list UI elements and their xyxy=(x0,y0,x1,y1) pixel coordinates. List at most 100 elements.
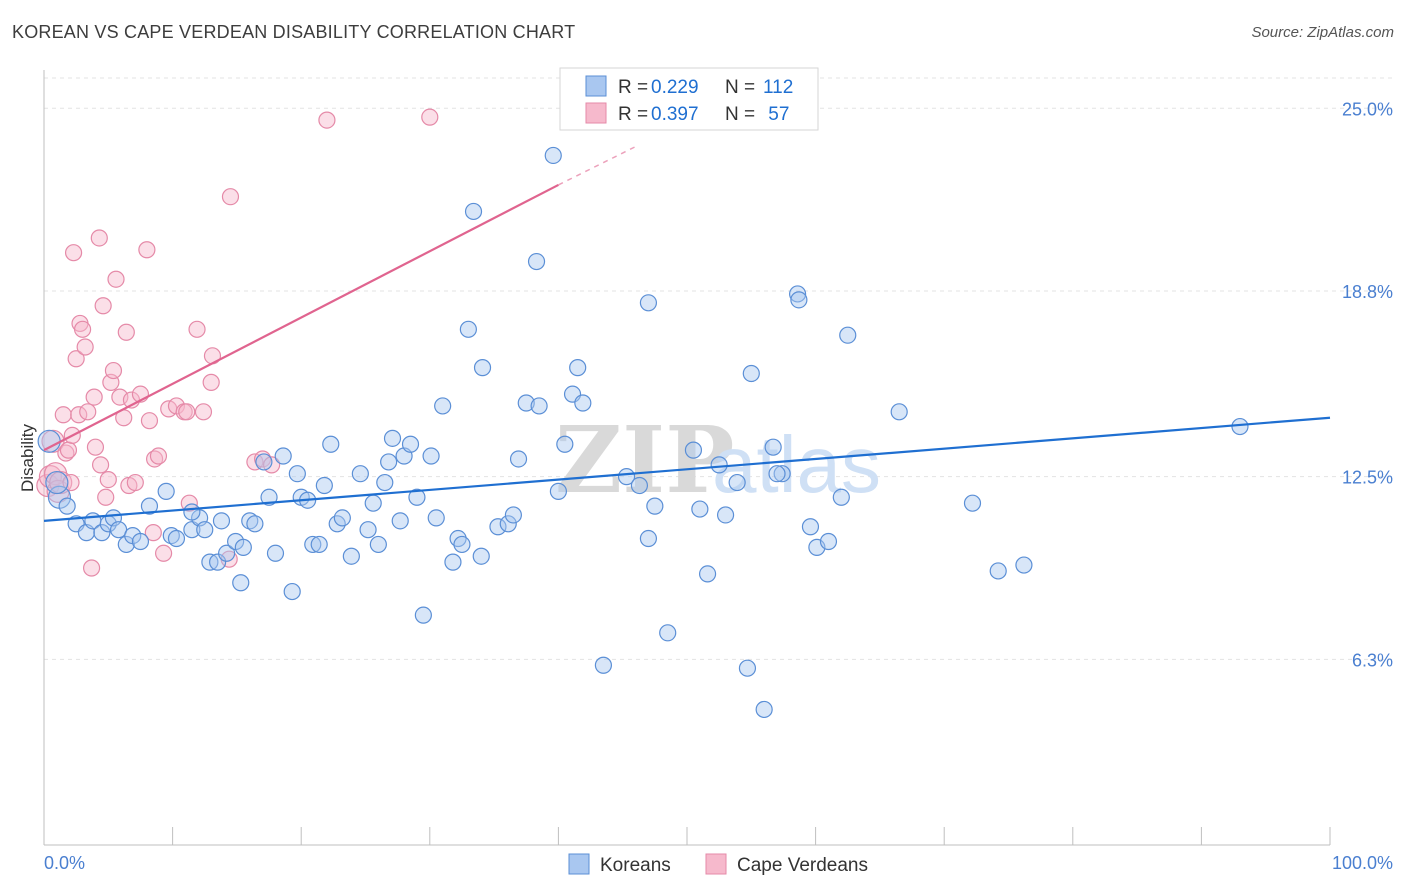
korean-point xyxy=(246,515,264,533)
stat-legend-n-label-cape-verdeans: N = xyxy=(725,104,755,125)
korean-point xyxy=(315,476,333,495)
korean-point xyxy=(530,397,548,415)
cape-verdean-point xyxy=(126,473,144,492)
legend-swatch-cape-verdeans xyxy=(705,853,727,875)
korean-point xyxy=(333,509,351,527)
korean-point xyxy=(742,364,760,383)
korean-points xyxy=(37,146,1249,719)
legend-label-cape-verdeans: Cape Verdeans xyxy=(737,855,868,876)
korean-point xyxy=(963,494,982,512)
korean-point xyxy=(140,497,159,515)
korean-point xyxy=(162,526,180,545)
korean-point xyxy=(376,473,394,492)
korean-point xyxy=(369,535,387,554)
stat-legend-swatch-koreans xyxy=(585,75,607,97)
korean-point xyxy=(427,509,445,527)
stat-legend-r-label-cape-verdeans: R = xyxy=(618,104,648,125)
korean-point xyxy=(890,403,908,421)
stat-legend-n-value-koreans: 112 xyxy=(763,77,793,98)
korean-point xyxy=(527,252,546,271)
cape-verdean-point xyxy=(79,403,97,421)
korean-point xyxy=(209,553,227,571)
korean-point xyxy=(131,532,150,551)
korean-point xyxy=(819,532,838,551)
korean-point xyxy=(288,465,306,483)
korean-point xyxy=(839,326,857,344)
korean-point xyxy=(283,582,301,601)
korean-point xyxy=(322,435,340,453)
cape-verdean-point xyxy=(99,471,117,489)
korean-point xyxy=(255,453,273,471)
korean-point xyxy=(738,659,757,677)
korean-point xyxy=(755,700,773,719)
stat-legend: R = 0.229 N = 112 R = 0.397 N = 57 xyxy=(559,67,819,131)
y-tick-labels: 6.3% 12.5% 18.8% 25.0% xyxy=(1342,99,1393,670)
korean-point xyxy=(549,482,568,500)
korean-point xyxy=(408,488,426,506)
cape-verdean-point xyxy=(202,373,220,391)
korean-point xyxy=(630,476,649,495)
y-tick-label: 12.5% xyxy=(1342,468,1393,488)
korean-point xyxy=(274,447,292,465)
korean-point xyxy=(234,538,252,556)
cape-verdean-point xyxy=(117,323,135,341)
korean-point xyxy=(183,503,201,521)
korean-point xyxy=(380,453,398,471)
korean-point xyxy=(117,535,135,554)
korean-point xyxy=(45,470,69,495)
korean-point xyxy=(342,547,360,565)
y-axis-title: Disability xyxy=(18,423,37,492)
korean-point xyxy=(304,535,322,554)
series-legend: Koreans Cape Verdeans xyxy=(568,853,868,876)
cape-verdean-point xyxy=(57,444,75,462)
korean-point xyxy=(790,291,808,309)
korean-point xyxy=(310,535,328,554)
cape-verdean-point xyxy=(221,188,240,206)
korean-point xyxy=(574,394,592,412)
stat-legend-r-label-koreans: R = xyxy=(618,77,648,98)
cape-verdean-point xyxy=(90,229,108,247)
korean-point xyxy=(646,497,664,515)
korean-point xyxy=(716,506,735,524)
korean-point xyxy=(453,535,471,554)
korean-point xyxy=(58,497,76,515)
korean-point xyxy=(266,544,285,562)
korean-point xyxy=(464,202,483,221)
korean-point xyxy=(569,359,587,377)
source-credit: Source: ZipAtlas.com xyxy=(1251,24,1394,41)
cape-verdean-point xyxy=(188,320,206,338)
korean-point xyxy=(212,512,231,530)
korean-point xyxy=(639,294,658,312)
korean-trend-line xyxy=(43,416,1331,522)
korean-point xyxy=(594,656,613,674)
korean-point xyxy=(383,429,402,447)
cape-verdean-point xyxy=(67,350,85,368)
korean-point xyxy=(698,565,717,583)
korean-point xyxy=(768,465,786,483)
korean-point xyxy=(832,488,850,506)
korean-point xyxy=(801,518,820,536)
cape-verdean-point xyxy=(94,297,112,315)
grid-lines xyxy=(44,77,1392,660)
korean-point xyxy=(260,488,278,506)
korean-point xyxy=(556,435,574,453)
korean-point xyxy=(359,521,377,539)
cape-verdean-point xyxy=(144,524,162,542)
watermark-zip: ZIP xyxy=(555,406,734,514)
korean-point xyxy=(764,438,782,456)
korean-point xyxy=(196,521,214,539)
korean-point xyxy=(684,441,703,459)
korean-point xyxy=(710,456,728,474)
korean-point xyxy=(472,547,490,565)
cape-verdean-point xyxy=(86,438,105,456)
x-tick-label-min: 0.0% xyxy=(44,853,85,873)
stat-legend-r-value-koreans: 0.229 xyxy=(651,77,699,98)
korean-point xyxy=(728,473,746,492)
korean-point xyxy=(509,450,528,468)
korean-point xyxy=(989,562,1007,580)
korean-point xyxy=(351,465,369,483)
korean-point xyxy=(499,515,517,533)
y-tick-label: 6.3% xyxy=(1352,650,1393,670)
x-ticks xyxy=(43,827,1331,845)
